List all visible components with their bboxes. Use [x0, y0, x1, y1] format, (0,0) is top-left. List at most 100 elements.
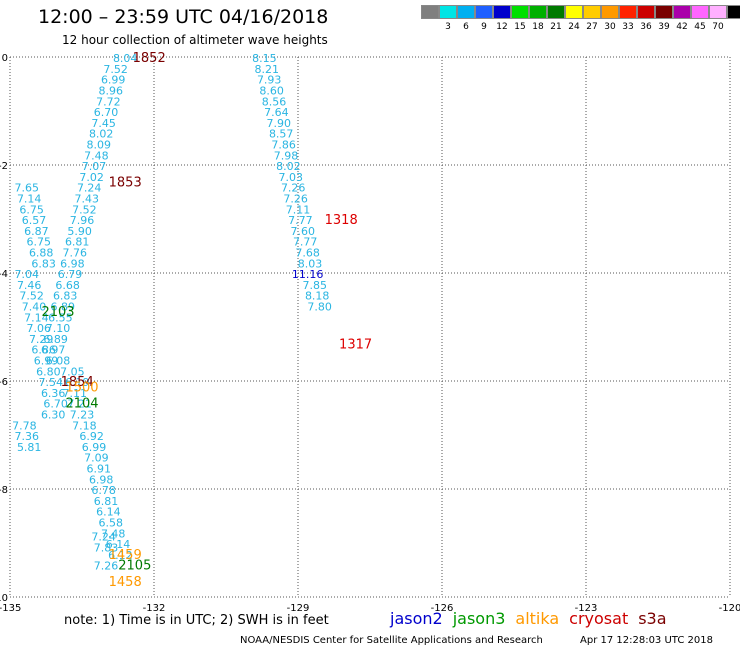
legend-swatch: 27 — [583, 5, 601, 33]
legend-swatch-color — [601, 5, 619, 19]
swh-data-label: 7.78 — [12, 419, 37, 432]
legend-swatch-label: 27 — [586, 22, 598, 32]
legend-swatch-color — [583, 5, 601, 19]
legend-swatch: 3 — [439, 5, 457, 33]
swh-data-label: 5.90 — [67, 225, 92, 238]
swh-data-label: 6.14 — [106, 538, 131, 551]
legend-swatch: 36 — [637, 5, 655, 33]
swh-data-label: 11.16 — [292, 268, 324, 281]
legend-swatch-label: 39 — [658, 22, 670, 32]
swh-data-label: 7.65 — [15, 182, 40, 195]
legend-swatch-label: 15 — [514, 22, 526, 32]
swh-data-label: 7.06 — [27, 322, 52, 335]
swh-data-label: 7.14 — [17, 192, 42, 205]
pass-time-label: 2103 — [41, 305, 74, 320]
legend-swatch: 18 — [529, 5, 547, 33]
swh-data-label: 7.86 — [271, 138, 296, 151]
swh-data-label: 6.75 — [27, 236, 52, 249]
pass-time-label: 1458 — [109, 575, 142, 590]
swh-data-label: 6.97 — [41, 344, 66, 357]
swh-data-label: 6.75 — [19, 203, 44, 216]
swh-data-label: 6.58 — [99, 516, 124, 529]
swh-data-label: 6.81 — [94, 495, 119, 508]
swh-data-label: 7.90 — [267, 117, 292, 130]
swh-data-label: 7.76 — [63, 246, 88, 259]
swh-data-label: 6.68 — [55, 279, 80, 292]
swh-data-label: 6.70 — [43, 398, 68, 411]
legend-swatch-color — [457, 5, 475, 19]
legend-swatch-color — [547, 5, 565, 19]
swh-data-label: 8.03 — [298, 257, 323, 270]
legend-swatch: 39 — [655, 5, 673, 33]
swh-data-label: 7.23 — [70, 408, 95, 421]
swh-data-label: 7.05 — [60, 365, 85, 378]
satellite-label-jason2: jason2 — [390, 609, 443, 628]
satellite-label-jason3: jason3 — [452, 609, 506, 628]
legend-swatch-label: 12 — [496, 22, 508, 32]
swh-data-label: 7.02 — [79, 171, 104, 184]
swh-data-label: 7.93 — [257, 74, 282, 87]
swh-data-label: 7.52 — [72, 203, 97, 216]
swh-data-label: 7.29 — [29, 333, 54, 346]
x-tick-label: -132 — [143, 603, 166, 614]
legend-swatch-label: 30 — [604, 22, 616, 32]
swh-data-label: 6.08 — [46, 354, 71, 367]
swh-data-label: 8.57 — [269, 128, 294, 141]
legend-swatch — [421, 5, 439, 33]
swh-data-label: 7.45 — [91, 117, 116, 130]
swh-data-label: 7.21 — [67, 398, 92, 411]
y-tick-label: -8 — [0, 485, 8, 496]
swh-data-label: 8.15 — [252, 52, 277, 65]
pass-time-label: 1854 — [61, 375, 94, 390]
swh-data-label: 7.11 — [63, 387, 88, 400]
swh-data-label: 8.04 — [113, 52, 138, 65]
legend-swatch: 24 — [565, 5, 583, 33]
legend-swatch-color — [619, 5, 637, 19]
swh-data-label: 7.09 — [84, 452, 109, 465]
swh-data-label: 6.98 — [60, 257, 85, 270]
swh-data-label: 8.96 — [99, 84, 124, 97]
swh-data-label: 6.79 — [58, 268, 83, 281]
legend-swatch-label: 18 — [532, 22, 544, 32]
legend-swatch-label: 42 — [676, 22, 688, 32]
swh-data-label: 6.78 — [91, 484, 116, 497]
footer-note: note: 1) Time is in UTC; 2) SWH is in fe… — [64, 613, 329, 628]
swh-data-label: 8.18 — [305, 290, 330, 303]
swh-data-label: 7.68 — [295, 246, 320, 259]
y-tick-label: -2 — [0, 161, 8, 172]
swh-data-label: 7.72 — [96, 95, 121, 108]
swh-data-label: 6.83 — [31, 257, 56, 270]
swh-data-label: 6.98 — [89, 473, 114, 486]
swh-data-label: 5.81 — [17, 441, 42, 454]
swh-data-label: 6.70 — [94, 106, 119, 119]
swh-data-label: 6.88 — [29, 246, 54, 259]
swh-data-label: 7.64 — [264, 106, 289, 119]
swh-data-label: 8.56 — [262, 95, 287, 108]
swh-data-label: 7.36 — [15, 430, 40, 443]
generation-timestamp: Apr 17 12:28:03 UTC 2018 — [580, 635, 713, 646]
swh-data-label: 8.09 — [87, 138, 112, 151]
legend-swatch: 42 — [673, 5, 691, 33]
legend-swatch-label: 36 — [640, 22, 652, 32]
satellite-label-cryosat: cryosat — [569, 609, 629, 628]
legend-swatch-color — [529, 5, 547, 19]
legend-swatch-color — [511, 5, 529, 19]
swh-data-label: 6.87 — [24, 225, 49, 238]
pass-time-label: 2105 — [118, 559, 151, 574]
swh-data-label: 8.21 — [255, 63, 280, 76]
swh-data-label: 7.77 — [288, 214, 313, 227]
swh-data-label: 7.48 — [84, 149, 109, 162]
swh-data-label: 7.48 — [101, 527, 126, 540]
swh-data-label: 6.99 — [101, 74, 126, 87]
swh-data-label: 6.12 — [108, 549, 133, 562]
legend-swatch-color — [673, 5, 691, 19]
pass-time-label: 1500 — [65, 380, 98, 395]
swh-data-label: 7.24 — [91, 531, 116, 544]
legend-swatch-color — [565, 5, 583, 19]
swh-data-label: 7.80 — [307, 300, 332, 313]
chart-subtitle: 12 hour collection of altimeter wave hei… — [62, 33, 328, 47]
swh-data-label: 7.98 — [274, 149, 299, 162]
swh-data-label: 6.89 — [43, 333, 68, 346]
legend-swatch-color — [421, 5, 439, 19]
